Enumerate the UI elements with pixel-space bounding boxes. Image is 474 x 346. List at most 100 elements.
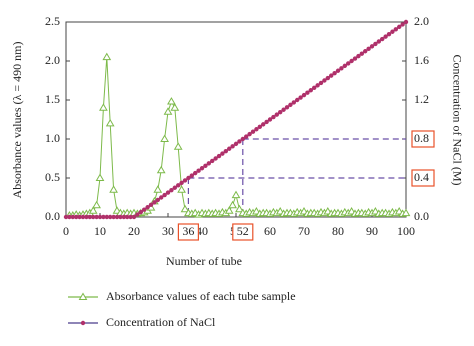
data-point [155,197,160,203]
data-point [87,214,93,220]
y2-tick-label: 0.0 [414,209,429,223]
data-point [291,100,296,105]
data-point [224,206,234,214]
data-point [318,80,324,86]
y2-tick-label: 1.6 [414,53,429,67]
data-point [383,34,388,39]
y-tick-label: 2.5 [45,14,60,28]
data-point [244,134,249,139]
data-point [160,134,169,142]
data-point [180,204,190,213]
data-point [153,185,163,193]
label-box [177,223,199,241]
data-point [312,85,317,91]
y2-axis-label: Concentration of NaCl (M) [450,55,464,186]
data-point [366,46,371,52]
data-point [101,214,106,220]
x-tick-label: 80 [332,224,344,238]
data-point [74,214,79,220]
y-tick-label: 2.0 [45,53,60,67]
label-box [232,223,254,241]
data-point [264,119,269,125]
data-point [177,185,186,193]
data-point [94,214,99,220]
data-point [77,214,82,220]
data-point [206,161,211,166]
data-point [231,190,241,199]
data-point [305,90,310,95]
data-point [145,205,150,210]
data-point [163,107,173,115]
data-point [380,36,385,42]
label-box [411,130,435,148]
data-point [105,118,115,127]
legend-marker [80,320,86,326]
data-point [203,163,208,169]
x-tick-label: 20 [128,224,140,238]
data-point [167,97,176,105]
data-point [156,165,166,174]
label-box [411,169,435,187]
x-tick-label: 60 [264,224,276,238]
x-tick-label: 70 [298,224,310,238]
plot-frame [65,21,407,218]
data-point [278,109,283,115]
y2-tick-label: 1.2 [414,92,429,106]
x-tick-label: 0 [63,224,69,238]
legend-label: Absorbance values of each tube sample [106,289,296,303]
legend-label: Concentration of NaCl [106,315,216,329]
y-tick-label: 1.0 [45,131,60,145]
data-point [403,19,409,25]
data-point [342,63,347,69]
data-point [176,183,181,188]
data-point [349,58,354,64]
data-point [240,136,245,142]
data-point [228,200,237,209]
data-point [121,214,127,220]
data-point [257,124,262,130]
data-point [329,73,334,78]
data-point [84,214,89,220]
y-tick-label: 1.5 [45,92,60,106]
x-annotation-label: 36 [182,224,194,238]
data-point [230,144,235,149]
data-point [169,187,174,193]
data-point [373,41,378,47]
data-point [288,102,293,108]
data-point [91,214,96,220]
data-point [189,173,194,178]
legend-marker [78,292,88,300]
data-point [97,214,103,220]
data-point [92,200,101,209]
data-point [397,24,402,30]
data-point [369,44,375,49]
data-point [247,131,252,137]
data-point [301,92,307,98]
data-point [196,168,201,173]
data-point [220,151,225,156]
data-point [261,122,266,127]
y-axis-label: Absorbance values (λ = 490 nm) [10,42,24,199]
data-point [271,114,276,120]
x-axis-label: Number of tube [166,254,242,268]
data-point [235,204,244,213]
data-point [332,70,337,76]
data-point [227,146,232,151]
data-point [325,75,330,81]
data-point [376,39,381,44]
data-point [274,112,279,117]
data-point [233,141,239,147]
data-point [162,192,167,198]
data-point [346,61,351,66]
x-annotation-label: 52 [237,224,249,238]
data-point [335,68,341,73]
data-point [186,175,191,181]
data-point [102,52,112,61]
data-point [213,156,218,161]
y2-tick-label: 0.8 [414,131,429,145]
data-point [172,185,177,190]
data-point [109,185,118,193]
data-point [284,105,290,110]
y2-tick-label: 0.4 [414,170,429,184]
data-point [142,207,147,212]
